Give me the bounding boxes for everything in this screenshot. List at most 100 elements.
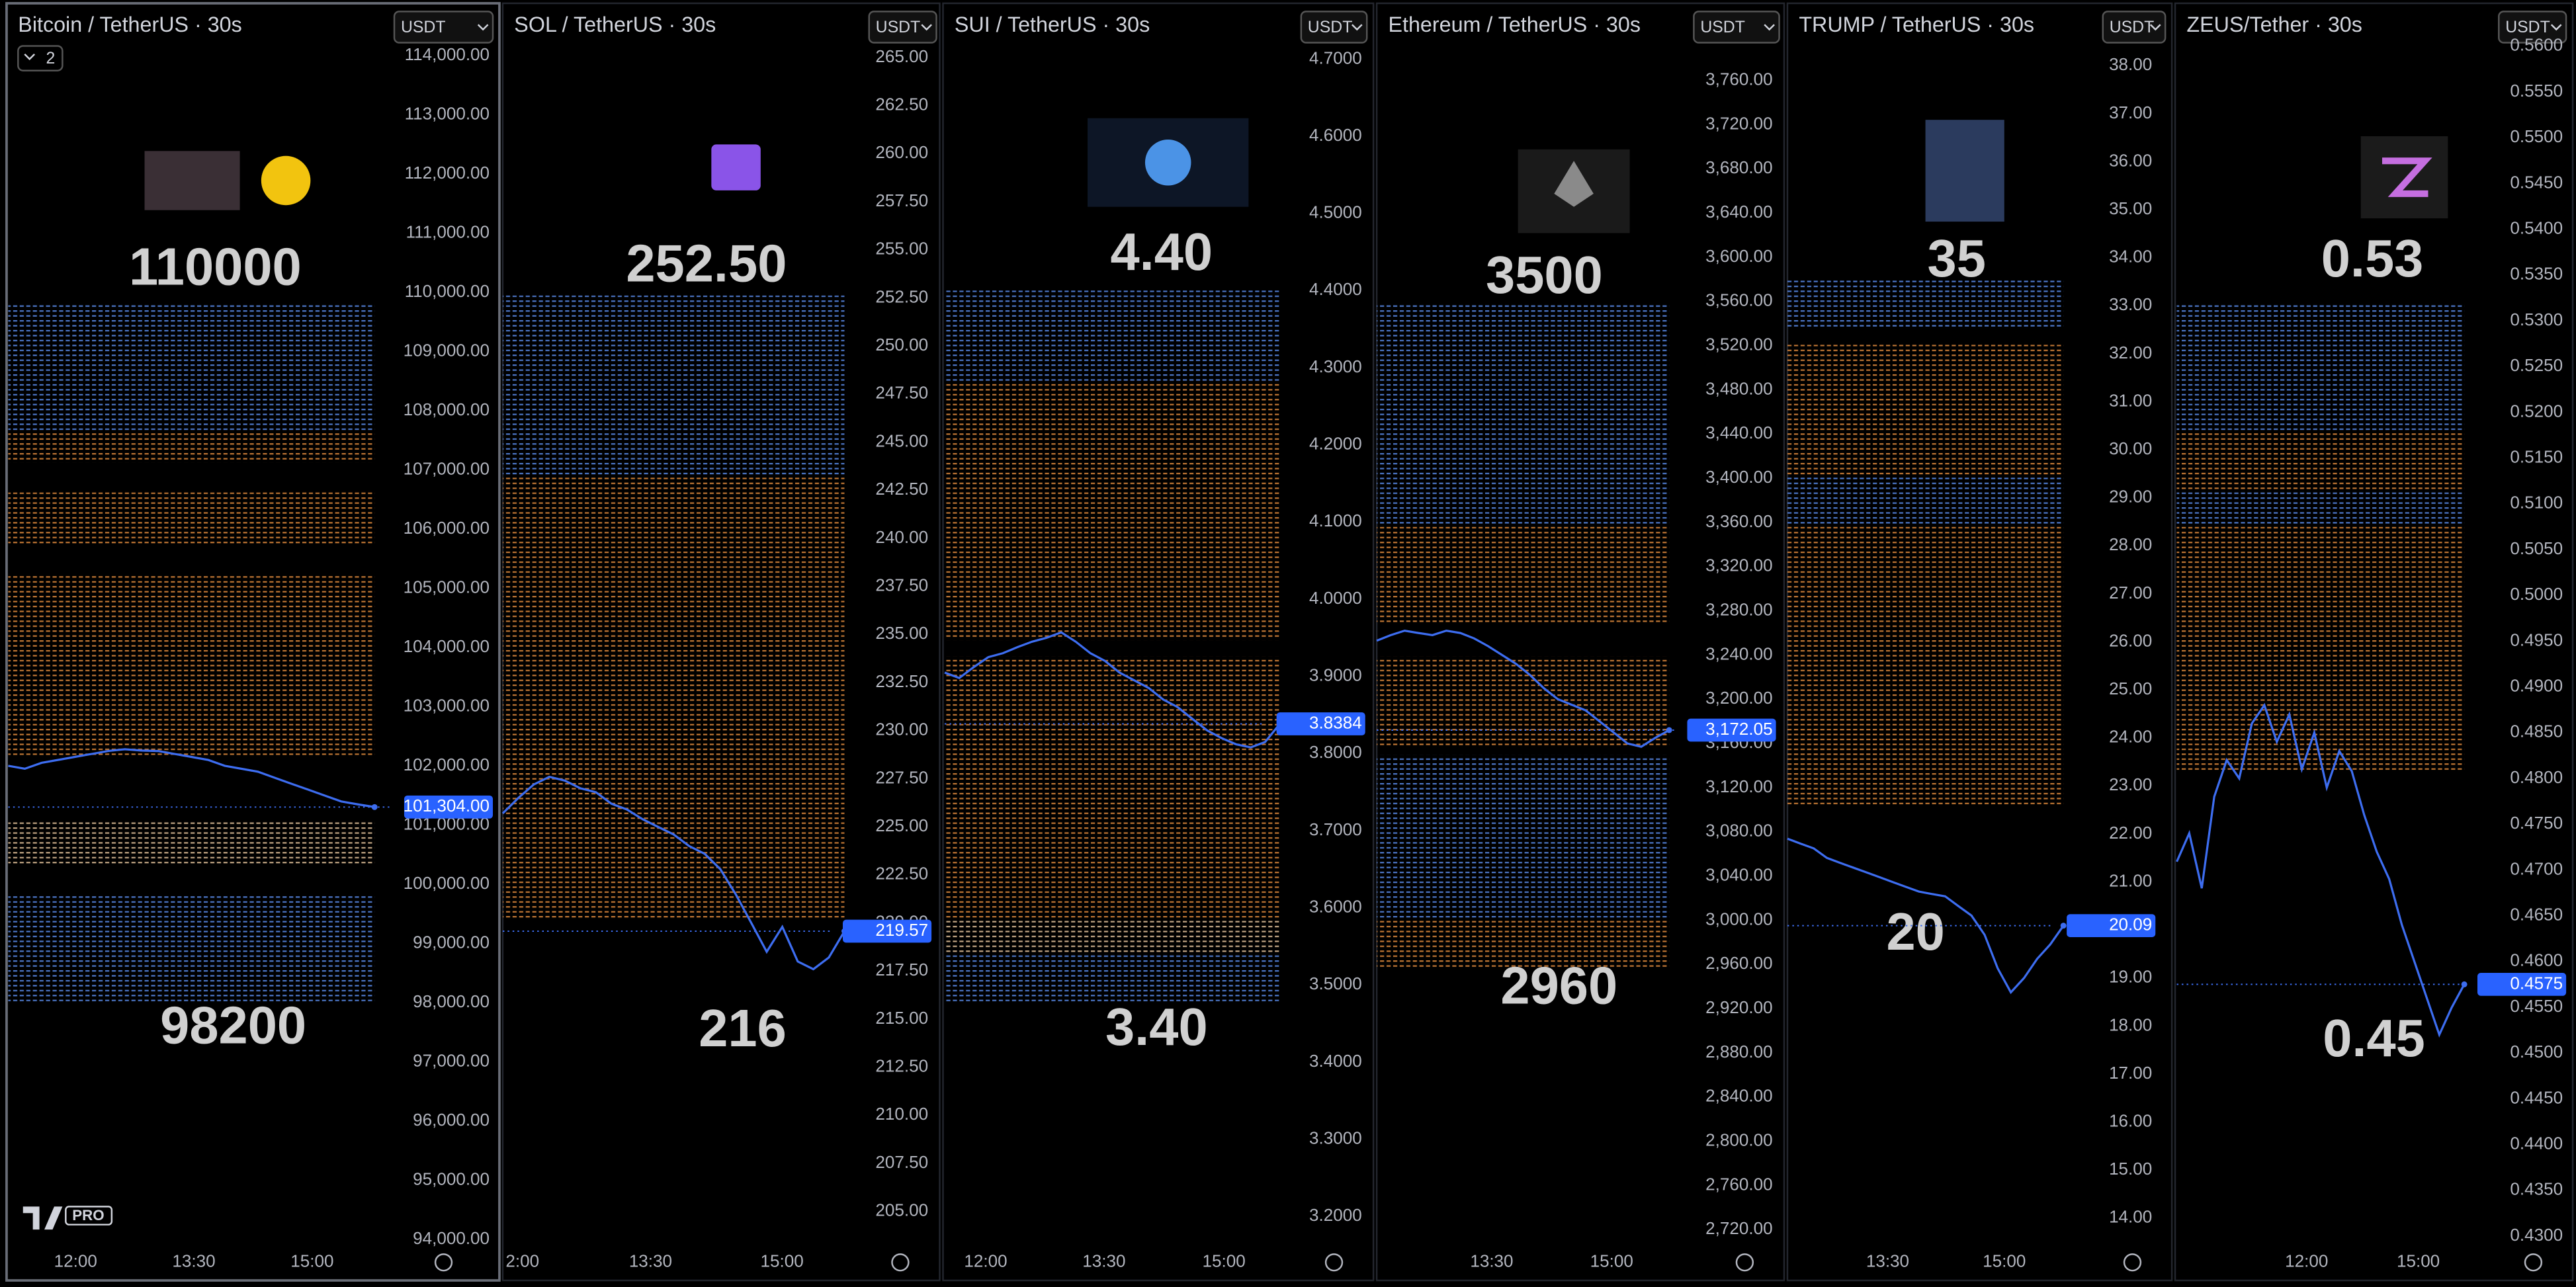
x-tick-label: 15:00	[290, 1251, 333, 1271]
last-price-box	[2067, 914, 2156, 938]
y-tick-label: 107,000.00	[404, 459, 490, 479]
currency-dropdown[interactable]	[393, 11, 494, 44]
currency-dropdown[interactable]	[1693, 11, 1780, 44]
y-tick-label: 3,000.00	[1705, 909, 1772, 929]
y-tick-label: 212.50	[875, 1056, 928, 1076]
currency-label: USDT	[1308, 19, 1353, 36]
currency-dropdown[interactable]	[2498, 11, 2567, 44]
y-tick-label: 0.5300	[2510, 310, 2563, 329]
settings-icon[interactable]	[1324, 1253, 1344, 1272]
liquidation-band	[2176, 525, 2465, 772]
price-annotation: 35	[1928, 229, 1986, 288]
liquidation-band	[1787, 525, 2064, 805]
y-tick-label: 19.00	[2109, 967, 2152, 987]
y-tick-label: 4.5000	[1309, 202, 1362, 222]
y-tick-label: 230.00	[875, 720, 928, 739]
settings-icon[interactable]	[2123, 1253, 2142, 1272]
dropdown-caret	[1351, 24, 1363, 31]
y-tick-label: 3,440.00	[1705, 423, 1772, 442]
liquidation-band	[8, 304, 375, 431]
y-tick-label: 25.00	[2109, 679, 2152, 698]
y-tick-label: 28.00	[2109, 534, 2152, 554]
currency-label: USDT	[876, 19, 921, 36]
pane-caret	[24, 54, 36, 61]
last-price-dot	[2060, 923, 2067, 929]
y-tick-label: 30.00	[2109, 438, 2152, 458]
price-line	[501, 775, 845, 971]
last-price-box	[1687, 718, 1776, 742]
liquidation-band	[944, 656, 1280, 919]
last-price-box	[842, 919, 932, 943]
y-tick-label: 15.00	[2109, 1159, 2152, 1179]
x-tick-label: 2:00	[505, 1251, 539, 1271]
y-tick-label: 0.4500	[2510, 1042, 2563, 1061]
liquidation-band	[1787, 345, 2064, 476]
liquidation-band	[2176, 430, 2465, 493]
price-annotation: 252.50	[626, 234, 787, 293]
x-tick-label: 13:30	[1866, 1251, 1909, 1271]
last-price-box	[1276, 712, 1365, 735]
liquidation-band	[8, 430, 375, 463]
y-tick-label: 0.5600	[2510, 35, 2563, 55]
liquidation-band	[502, 295, 845, 476]
y-tick-label: 0.4850	[2510, 722, 2563, 741]
price-annotation: 110000	[129, 237, 302, 296]
currency-label: USDT	[2505, 19, 2550, 36]
y-tick-label: 0.5200	[2510, 401, 2563, 421]
y-tick-label: 217.50	[875, 960, 928, 979]
y-tick-label: 0.4300	[2510, 1225, 2563, 1245]
last-price-box	[2477, 973, 2567, 996]
y-tick-label: 257.50	[875, 190, 928, 210]
y-tick-label: 33.00	[2109, 294, 2152, 314]
y-tick-label: 18.00	[2109, 1015, 2152, 1034]
y-tick-label: 16.00	[2109, 1110, 2152, 1130]
y-tick-label: 240.00	[875, 527, 928, 547]
pane-toggle[interactable]	[17, 45, 64, 71]
price-annotation: 0.45	[2323, 1009, 2425, 1067]
panel-title: Ethereum / TetherUS · 30s	[1388, 13, 1640, 36]
liquidation-band	[944, 290, 1280, 381]
y-tick-label: 110,000.00	[405, 281, 490, 301]
y-tick-label: 0.4400	[2510, 1133, 2563, 1153]
price-line	[1376, 629, 1670, 748]
y-tick-label: 3,200.00	[1705, 688, 1772, 708]
y-tick-label: 95,000.00	[413, 1169, 490, 1188]
y-tick-label: 35.00	[2109, 198, 2152, 218]
y-tick-label: 2,840.00	[1705, 1086, 1772, 1106]
currency-dropdown[interactable]	[2102, 11, 2167, 44]
currency-dropdown[interactable]	[1300, 11, 1368, 44]
y-tick-label: 106,000.00	[404, 518, 490, 538]
dropdown-caret	[2149, 24, 2161, 31]
settings-icon[interactable]	[2524, 1253, 2543, 1272]
logo	[1554, 161, 1594, 207]
y-tick-label: 4.6000	[1309, 125, 1362, 145]
y-tick-label: 3,560.00	[1705, 290, 1772, 310]
x-tick-label: 12:00	[2285, 1251, 2328, 1271]
y-tick-label: 245.00	[875, 431, 928, 450]
y-tick-label: 105,000.00	[404, 577, 490, 597]
settings-icon[interactable]	[891, 1253, 910, 1272]
y-tick-label: 104,000.00	[404, 636, 490, 656]
last-price-label: 219.57	[875, 920, 928, 940]
y-tick-label: 3,280.00	[1705, 600, 1772, 620]
liquidation-band	[1787, 278, 2064, 329]
y-tick-label: 235.00	[875, 623, 928, 643]
currency-dropdown[interactable]	[868, 11, 937, 44]
x-tick-label: 13:30	[629, 1251, 672, 1271]
y-tick-label: 3.6000	[1309, 897, 1362, 917]
y-tick-label: 0.4750	[2510, 813, 2563, 833]
tv-logo	[22, 1206, 63, 1230]
y-tick-label: 265.00	[875, 46, 928, 66]
x-tick-label: 15:00	[761, 1251, 804, 1271]
x-tick-label: 12:00	[964, 1251, 1007, 1271]
settings-icon[interactable]	[1735, 1253, 1754, 1272]
settings-icon[interactable]	[434, 1253, 453, 1272]
last-price-label: 20.09	[2109, 915, 2152, 934]
price-line	[2176, 702, 2466, 1038]
y-tick-label: 0.4700	[2510, 858, 2563, 878]
y-tick-label: 2,800.00	[1705, 1130, 1772, 1149]
liquidation-band	[8, 821, 375, 864]
liquidation-band	[8, 894, 375, 1002]
logo	[711, 144, 761, 190]
y-tick-label: 0.5500	[2510, 126, 2563, 146]
